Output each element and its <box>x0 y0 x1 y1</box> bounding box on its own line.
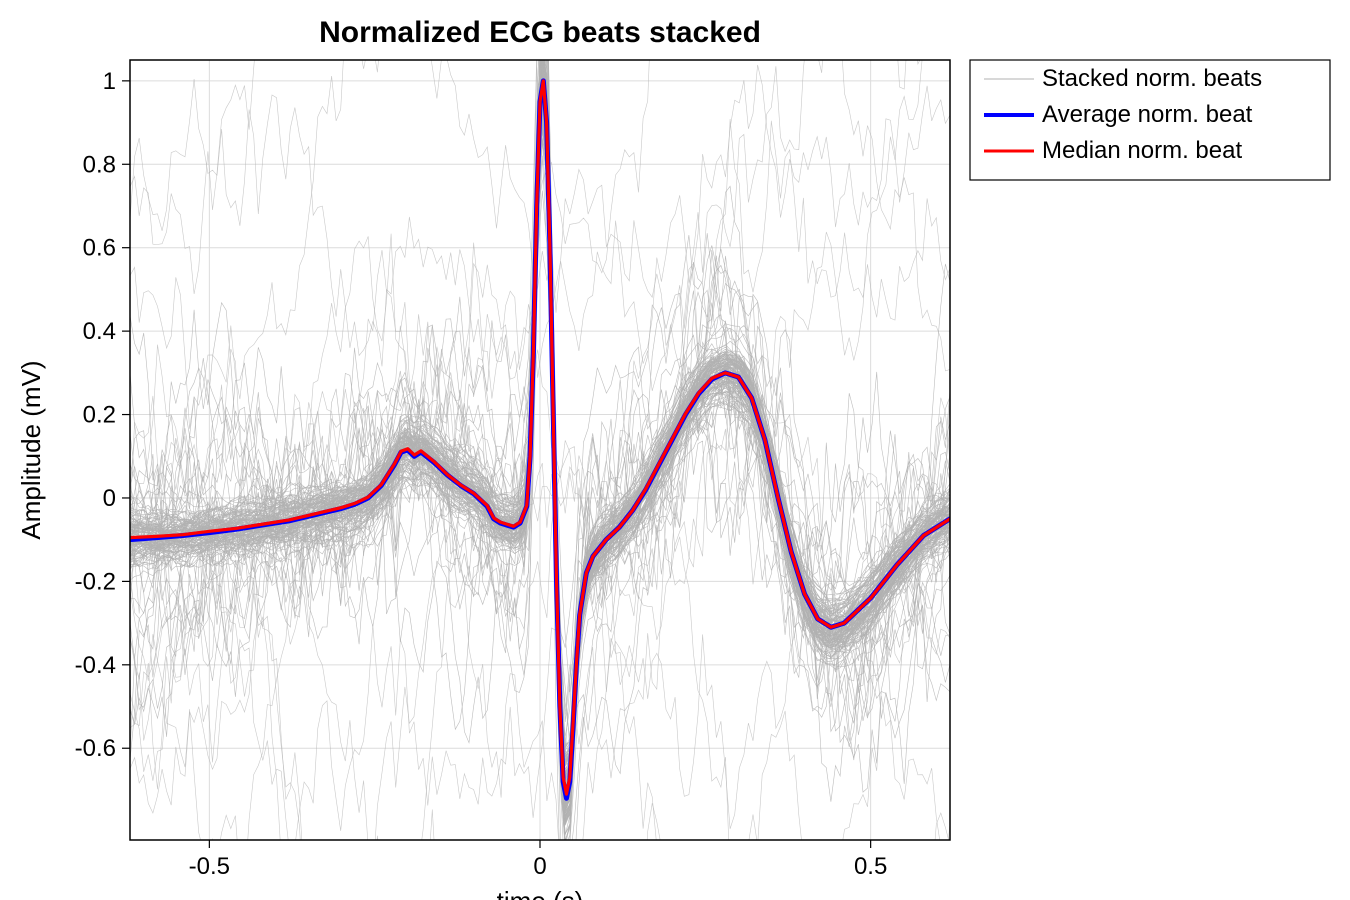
x-axis-label: time (s) <box>497 886 584 900</box>
legend: Stacked norm. beats Average norm. beat Med… <box>970 60 1330 180</box>
y-tick-label: 1 <box>103 68 116 95</box>
y-tick-label: 0.4 <box>83 318 116 345</box>
y-tick-label: 0.8 <box>83 151 116 178</box>
y-tick-label: 0.2 <box>83 402 116 429</box>
legend-item-label: Median norm. beat <box>1042 137 1242 164</box>
y-tick-label: -0.6 <box>75 735 116 762</box>
chart-container: -0.5 0 0.5 -0.6 -0.4 -0.2 0 0.2 0.4 0.6 0.8 1 time (… <box>0 0 1350 900</box>
y-tick-label: 0 <box>103 485 116 512</box>
legend-item-label: Average norm. beat <box>1042 101 1253 128</box>
y-tick-label: -0.4 <box>75 652 116 679</box>
x-tick-label: 0 <box>533 853 546 880</box>
x-tick-label: 0.5 <box>854 853 887 880</box>
y-tick-label: -0.2 <box>75 568 116 595</box>
legend-item-label: Stacked norm. beats <box>1042 65 1262 92</box>
y-tick-label: 0.6 <box>83 235 116 262</box>
x-tick-label: -0.5 <box>189 853 230 880</box>
chart-title: Normalized ECG beats stacked <box>319 16 761 49</box>
ecg-chart: -0.5 0 0.5 -0.6 -0.4 -0.2 0 0.2 0.4 0.6 0.8 1 time (… <box>0 0 1350 900</box>
y-axis-label: Amplitude (mV) <box>16 360 46 539</box>
